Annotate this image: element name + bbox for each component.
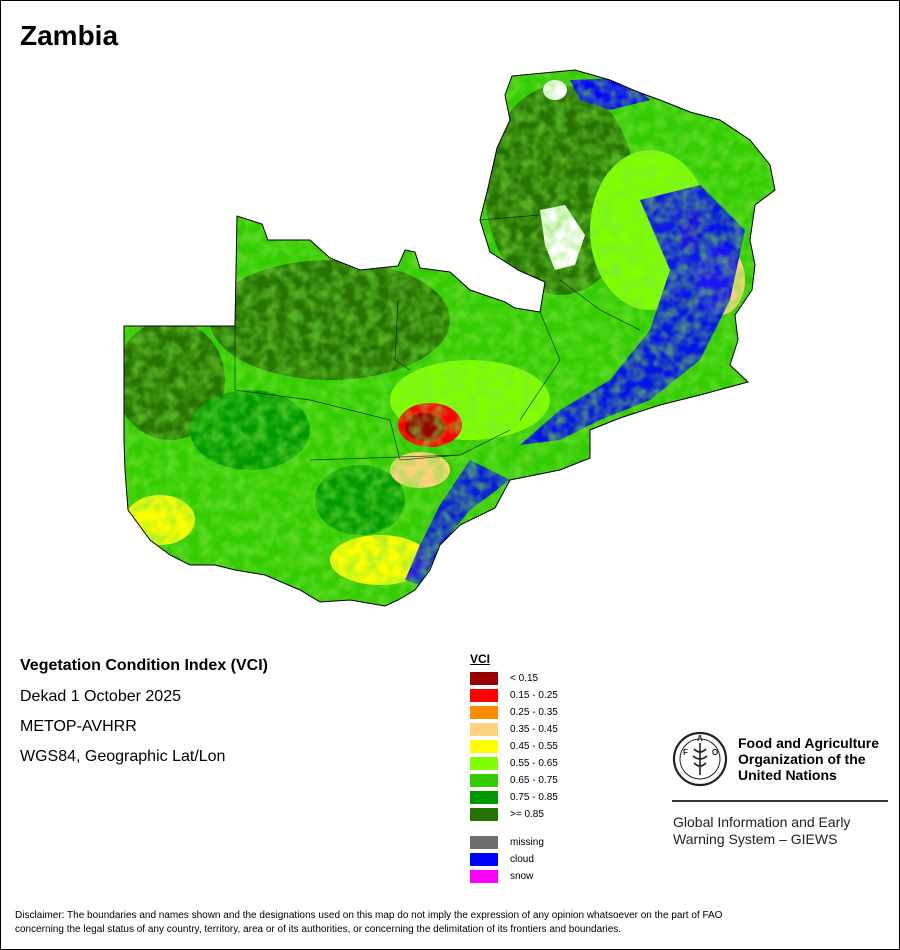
legend-label: < 0.15: [510, 673, 539, 684]
legend-swatch: [470, 808, 498, 821]
vci-map: [123, 69, 776, 607]
product-title: Vegetation Condition Index (VCI): [20, 657, 268, 674]
fao-name-line: Food and Agriculture: [738, 735, 880, 751]
legend-swatch: [470, 870, 498, 883]
legend-label: missing: [510, 837, 544, 848]
disclaimer-line: concerning the legal status of any count…: [15, 924, 622, 935]
legend-label: 0.25 - 0.35: [510, 707, 558, 718]
product-sensor: METOP-AVHRR: [20, 718, 137, 735]
province-boundaries: [234, 214, 641, 461]
legend-swatch: [470, 689, 498, 702]
legend-swatch: [470, 672, 498, 685]
legend-swatch: [470, 757, 498, 770]
svg-text:A: A: [697, 734, 703, 743]
legend-label: 0.65 - 0.75: [510, 775, 558, 786]
disclaimer: Disclaimer: The boundaries and names sho…: [15, 909, 890, 937]
legend-swatch: [470, 740, 498, 753]
legend-swatch: [470, 774, 498, 787]
giews-name: Global Information and Early Warning Sys…: [673, 814, 850, 848]
product-period: Dekad 1 October 2025: [20, 688, 181, 705]
legend-swatch: [470, 723, 498, 736]
fao-name-line: Organization of the: [738, 751, 866, 767]
legend-swatch: [470, 706, 498, 719]
fao-name: Food and Agriculture Organization of the…: [738, 735, 898, 783]
legend-swatch: [470, 836, 498, 849]
giews-line: Warning System – GIEWS: [673, 831, 838, 847]
product-projection: WGS84, Geographic Lat/Lon: [20, 748, 226, 765]
fao-emblem-icon: F A O: [672, 731, 728, 787]
vci-raster: [124, 70, 775, 606]
giews-line: Global Information and Early: [673, 814, 851, 830]
vci-texture: [124, 70, 775, 606]
legend-label: 0.55 - 0.65: [510, 758, 558, 769]
legend-label: snow: [510, 871, 534, 882]
fao-name-line: United Nations: [738, 767, 837, 783]
legend-swatch: [470, 853, 498, 866]
legend-swatch: [470, 791, 498, 804]
map-title: Zambia: [20, 20, 119, 51]
svg-text:F: F: [683, 748, 688, 757]
legend-label: cloud: [510, 854, 534, 865]
legend-label: 0.75 - 0.85: [510, 792, 558, 803]
legend-label: 0.45 - 0.55: [510, 741, 558, 752]
legend-title: VCI: [470, 652, 491, 666]
legend-label: >= 0.85: [510, 809, 544, 820]
disclaimer-line: Disclaimer: The boundaries and names sho…: [15, 910, 723, 921]
legend-label: 0.35 - 0.45: [510, 724, 558, 735]
legend-label: 0.15 - 0.25: [510, 690, 558, 701]
fao-divider: [672, 800, 888, 802]
svg-text:O: O: [712, 748, 718, 757]
